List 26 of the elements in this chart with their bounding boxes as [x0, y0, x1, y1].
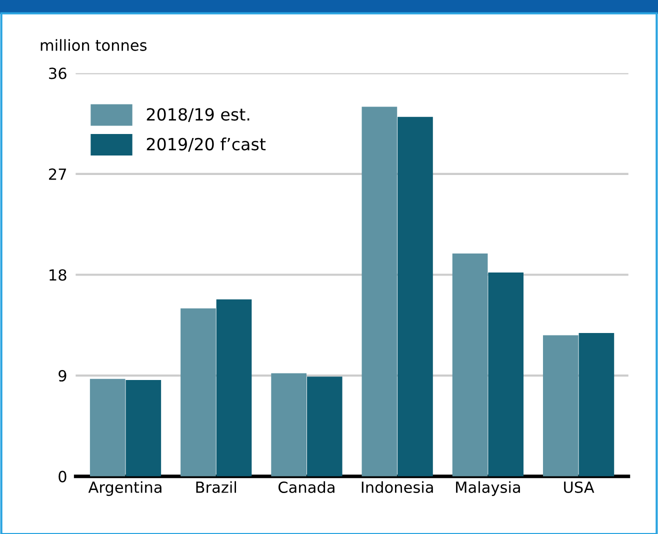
legend-label: 2019/20 f’cast — [146, 138, 266, 152]
bar — [488, 272, 524, 476]
bar — [180, 308, 216, 476]
y-tick-label: 27 — [49, 168, 66, 180]
y-axis-title: million tonnes — [40, 39, 147, 51]
bar — [398, 116, 433, 476]
bar — [578, 332, 614, 476]
bar — [306, 376, 342, 476]
x-tick-label: USA — [564, 481, 594, 494]
x-tick-label: Indonesia — [362, 481, 433, 494]
bar — [362, 106, 398, 476]
legend-label: 2018/19 est. — [146, 108, 250, 122]
bar — [216, 299, 252, 476]
x-tick-label: Malaysia — [456, 481, 520, 496]
x-tick-label: Brazil — [196, 481, 236, 494]
bar — [271, 373, 306, 476]
y-tick-label: 36 — [49, 68, 66, 80]
bar — [126, 380, 162, 476]
y-tick-label: 9 — [58, 370, 66, 382]
bar — [542, 335, 578, 476]
y-tick-label: 18 — [50, 269, 66, 281]
bar — [90, 378, 126, 476]
x-tick-label: Canada — [278, 481, 334, 494]
bar — [452, 253, 488, 476]
x-tick-label: Argentina — [88, 481, 162, 496]
y-tick-label: 0 — [58, 470, 66, 482]
